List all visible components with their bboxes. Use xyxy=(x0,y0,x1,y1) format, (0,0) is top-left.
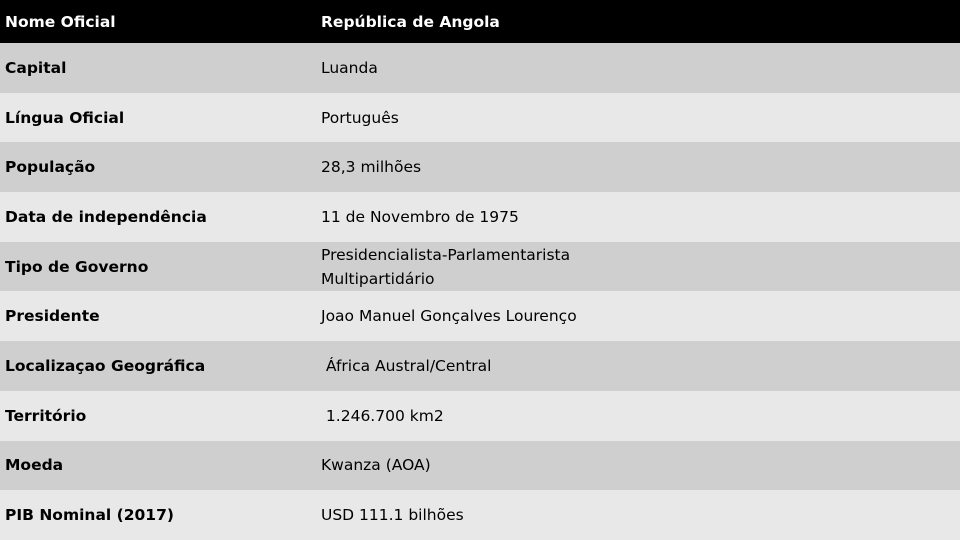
row-value-cell: Joao Manuel Gonçalves Lourenço xyxy=(321,307,577,326)
header-value-cell: República de Angola xyxy=(321,12,500,31)
row-value-cell: Português xyxy=(321,108,399,127)
table-row: Localizaçao Geográfica África Austral/Ce… xyxy=(0,341,960,391)
row-value-cell: Presidencialista-Parlamentarista Multipa… xyxy=(316,242,960,292)
row-key-cell: Tipo de Governo xyxy=(5,257,149,276)
row-value-cell: Kwanza (AOA) xyxy=(321,456,431,475)
table-row: Tipo de Governo Presidencialista-Parlame… xyxy=(0,241,960,292)
row-value-line: Presidencialista-Parlamentarista xyxy=(321,245,571,264)
row-value-cell: Luanda xyxy=(321,58,378,77)
row-value-cell: 11 de Novembro de 1975 xyxy=(321,207,519,226)
row-value-cell: 28,3 milhões xyxy=(321,158,422,177)
row-key-cell: PIB Nominal (2017) xyxy=(5,506,174,525)
table-row: População 28,3 milhões xyxy=(0,142,960,193)
table-row: Território 1.246.700 km2 xyxy=(0,390,960,441)
table-row: Moeda Kwanza (AOA) xyxy=(0,440,960,491)
row-key-cell: Moeda xyxy=(5,456,64,475)
row-value-cell: USD 111.1 bilhões xyxy=(321,506,464,525)
table-row: PIB Nominal (2017) USD 111.1 bilhões xyxy=(0,490,960,540)
row-key-cell: População xyxy=(5,158,96,177)
table-header-row: Nome Oficial República de Angola xyxy=(0,0,960,43)
row-key-cell: Território xyxy=(5,406,87,425)
row-key-cell: Capital xyxy=(5,58,67,77)
table-row: Capital Luanda xyxy=(0,43,960,93)
table-row: Data de independência 11 de Novembro de … xyxy=(0,192,960,242)
row-value-cell: África Austral/Central xyxy=(321,356,492,375)
header-key-cell: Nome Oficial xyxy=(5,12,116,31)
row-key-cell: Localizaçao Geográfica xyxy=(5,356,206,375)
row-key-cell: Língua Oficial xyxy=(5,108,125,127)
table-row: Língua Oficial Português xyxy=(0,92,960,143)
row-value-line: Multipartidário xyxy=(321,269,435,288)
row-key-cell: Data de independência xyxy=(5,207,207,226)
row-key-cell: Presidente xyxy=(5,307,100,326)
table-row: Presidente Joao Manuel Gonçalves Lourenç… xyxy=(0,291,960,342)
row-value-cell: 1.246.700 km2 xyxy=(321,406,444,425)
